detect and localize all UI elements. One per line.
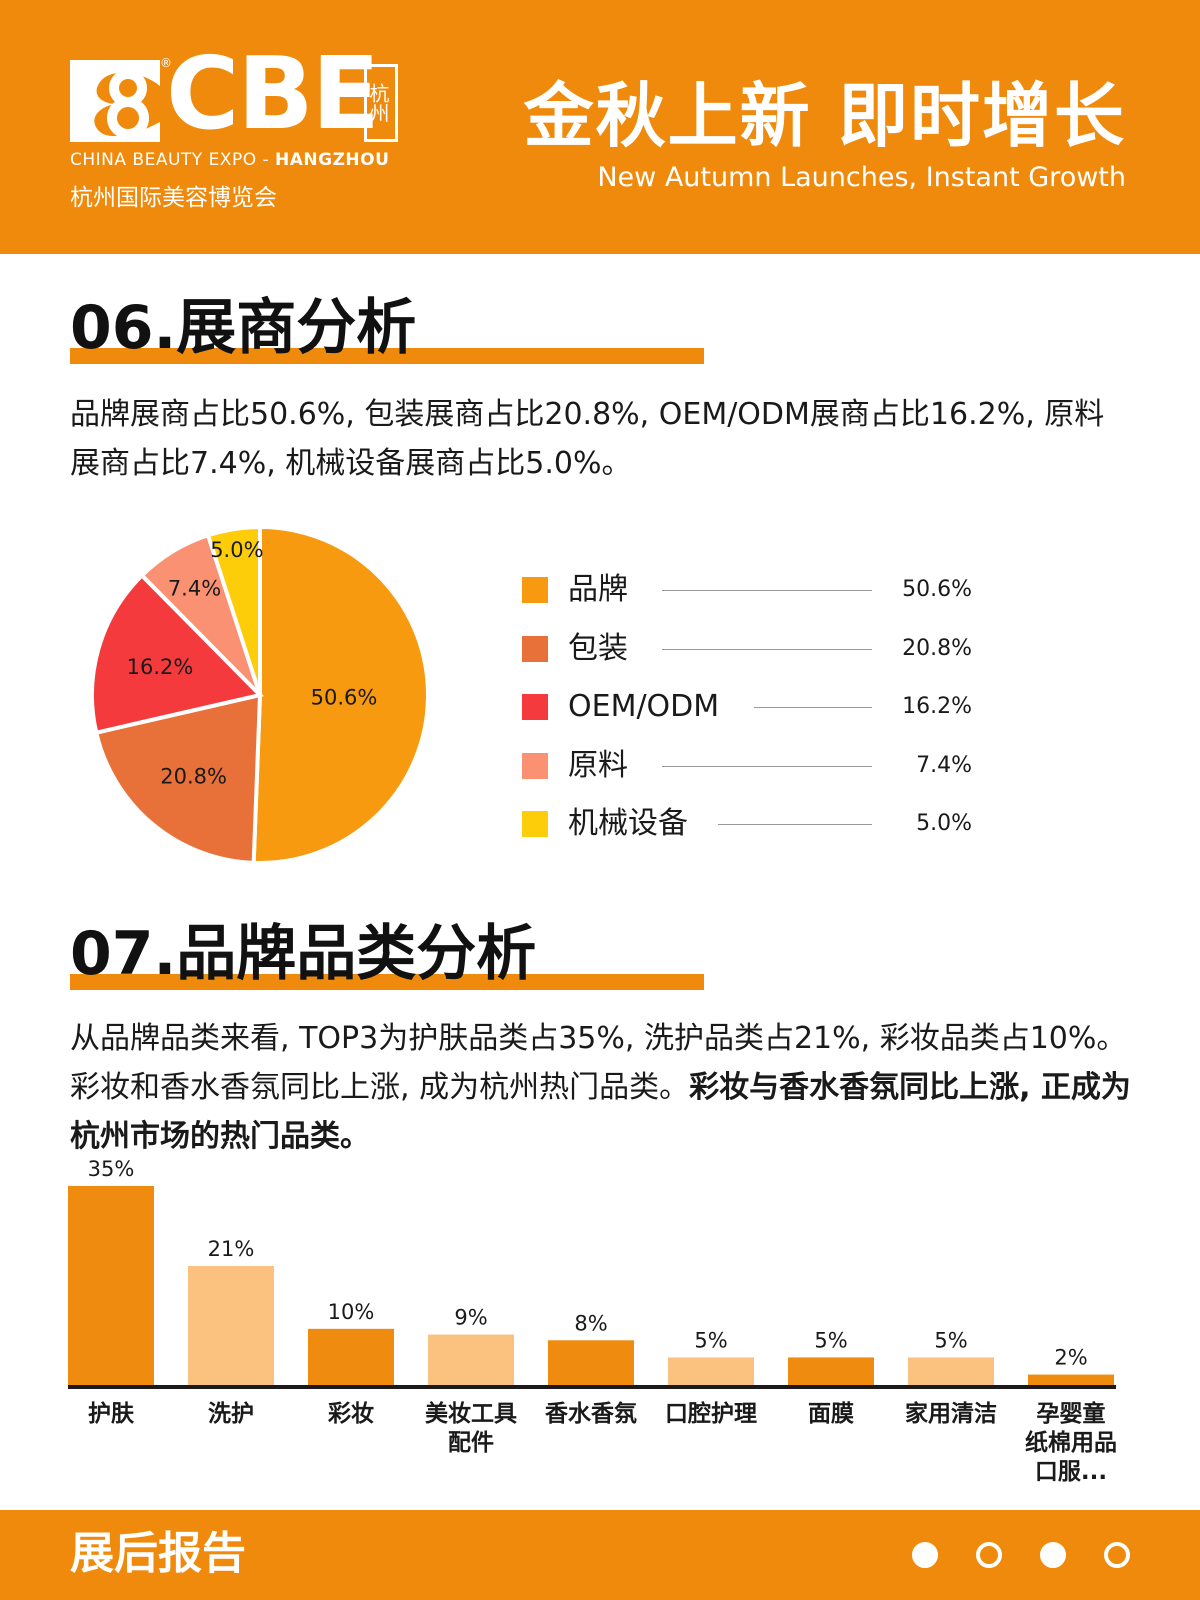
- heading-underline: [70, 974, 704, 990]
- pie-label-1: 20.8%: [160, 764, 227, 788]
- bar-value-label: 21%: [208, 1237, 255, 1261]
- bar-value-label: 9%: [454, 1306, 487, 1330]
- legend-value: 16.2%: [902, 694, 972, 720]
- legend-item: 机械设备 5.0%: [522, 799, 972, 858]
- bar-value-label: 5%: [814, 1328, 847, 1352]
- exhibitor-pie-chart: 50.6% 20.8% 16.2% 7.4% 5.0%: [90, 524, 430, 865]
- footer-title: 展后报告: [70, 1528, 246, 1579]
- legend-value: 5.0%: [916, 811, 972, 837]
- section-07-paragraph: 从品牌品类来看, TOP3为护肤品类占35%, 洗护品类占21%, 彩妆品类占1…: [70, 1014, 1132, 1161]
- page-dot-4[interactable]: [1104, 1542, 1130, 1568]
- pie-slice-0: [251, 524, 430, 865]
- legend-leader-line: [754, 707, 872, 709]
- pie-label-2: 16.2%: [127, 655, 194, 679]
- bar-category-label: 美妆工具: [425, 1400, 517, 1427]
- legend-leader-line: [718, 824, 872, 826]
- page-indicator: [912, 1542, 1130, 1568]
- legend-label: 机械设备: [568, 806, 688, 842]
- legend-label: OEM/ODM: [568, 689, 720, 725]
- page-dot-1[interactable]: [912, 1542, 938, 1568]
- legend-leader-line: [662, 765, 872, 767]
- bar-value-label: 10%: [328, 1300, 375, 1324]
- slogan-chinese: 金秋上新 即时增长: [523, 75, 1126, 157]
- bar-category-label: 口服...: [1035, 1459, 1107, 1485]
- legend-swatch: [522, 811, 548, 838]
- legend-swatch: [522, 752, 548, 779]
- bar-category-label: 洗护: [208, 1400, 254, 1427]
- registered-mark: ®: [160, 56, 172, 70]
- bar-category-label: 面膜: [808, 1401, 854, 1427]
- bar-category-label: 孕婴童: [1037, 1400, 1106, 1427]
- section-06-title: 06.展商分析: [70, 293, 417, 363]
- bar-value-label: 5%: [694, 1328, 727, 1352]
- legend-item: 原料 7.4%: [522, 741, 972, 800]
- legend-leader-line: [662, 648, 872, 650]
- footer-banner: 展后报告: [0, 1510, 1200, 1600]
- legend-swatch: [522, 635, 548, 662]
- legend-label: 原料: [568, 747, 628, 783]
- bar-3: [428, 1334, 514, 1386]
- legend-label: 品牌: [568, 572, 628, 607]
- bar-1: [188, 1266, 274, 1386]
- legend-value: 7.4%: [916, 752, 972, 778]
- legend-item: 品牌 50.6%: [522, 565, 972, 624]
- page-dot-3[interactable]: [1040, 1542, 1066, 1568]
- heading-underline: [70, 348, 704, 364]
- bar-8: [1028, 1374, 1114, 1386]
- pie-label-0: 50.6%: [311, 686, 378, 710]
- logo-english-name: CHINA BEAUTY EXPO - HANGZHOU: [70, 150, 390, 170]
- bar-5: [668, 1357, 754, 1386]
- paragraph-bold-text: 彩妆与香水香氛同比上涨, 正成为杭州市场的热门品类。: [70, 1070, 1131, 1154]
- bar-category-label: 护肤: [88, 1400, 135, 1427]
- bar-value-label: 5%: [934, 1328, 967, 1352]
- legend-item: OEM/ODM 16.2%: [522, 682, 972, 741]
- bar-4: [548, 1340, 634, 1386]
- bar-category-label: 配件: [448, 1430, 494, 1456]
- section-07-heading: 07.品牌品类分析: [70, 918, 704, 990]
- section-06-paragraph: 品牌展商占比50.6%, 包装展商占比20.8%, OEM/ODM展商占比16.…: [70, 397, 1105, 481]
- paragraph-normal-text: 从品牌品类来看, TOP3为护肤品类占35%, 洗护品类占21%, 彩妆品类占1…: [70, 1021, 1127, 1105]
- legend-leader-line: [662, 590, 872, 591]
- logo-wordmark: CBE: [166, 35, 380, 152]
- legend-swatch: [522, 694, 548, 721]
- pie-label-4: 5.0%: [210, 538, 263, 562]
- bar-category-label: 彩妆: [327, 1401, 374, 1427]
- bar-category-label: 家用清洁: [905, 1400, 997, 1427]
- pie-label-3: 7.4%: [168, 576, 221, 600]
- slogan-english: New Autumn Launches, Instant Growth: [597, 162, 1126, 193]
- bar-7: [908, 1357, 994, 1386]
- cbe-logo-icon: [70, 60, 160, 142]
- pie-slice-4: [205, 524, 262, 696]
- logo-chinese-name: 杭州国际美容博览会: [70, 185, 277, 211]
- logo-city-badge: 杭州: [364, 64, 398, 142]
- bar-category-label: 口腔护理: [665, 1400, 757, 1427]
- pie-slice-1: [93, 692, 263, 865]
- section-06-heading: 06.展商分析: [70, 292, 704, 364]
- pie-slice-2: [90, 572, 264, 736]
- bar-6: [788, 1357, 874, 1386]
- bar-0: [68, 1186, 154, 1386]
- bar-value-label: 8%: [574, 1311, 607, 1335]
- legend-item: 包装 20.8%: [522, 624, 972, 683]
- pie-legend: 品牌 50.6% 包装 20.8% OEM/ODM 16.2% 原料 7.4% 机械设备 5.0%: [522, 565, 972, 858]
- legend-label: 包装: [568, 630, 628, 666]
- section-07-title: 07.品牌品类分析: [70, 919, 537, 989]
- legend-value: 20.8%: [902, 635, 972, 661]
- legend-value: 50.6%: [902, 577, 972, 602]
- bar-2: [308, 1328, 394, 1386]
- bar-value-label: 2%: [1054, 1346, 1087, 1370]
- bar-value-label: 35%: [88, 1157, 135, 1181]
- page-dot-2[interactable]: [976, 1542, 1002, 1568]
- bar-category-label: 纸棉用品: [1025, 1429, 1117, 1456]
- legend-swatch: [522, 577, 548, 603]
- bar-category-label: 香水香氛: [545, 1401, 637, 1427]
- header-banner: ® CBE 杭州 CHINA BEAUTY EXPO - HANGZHOU 杭州…: [0, 0, 1200, 254]
